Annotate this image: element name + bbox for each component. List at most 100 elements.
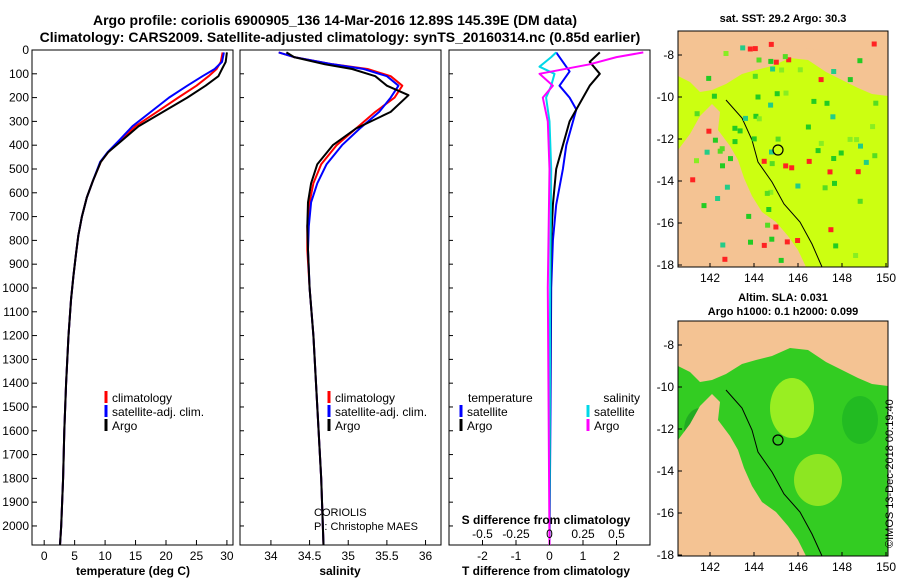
series-line-satellite-adj-clim- — [278, 51, 400, 545]
x-tick-label: -2 — [477, 549, 488, 563]
sst-pixel — [855, 169, 861, 175]
sst-pixel — [811, 98, 817, 104]
map-x-tick-label: 148 — [832, 560, 852, 574]
sst-pixel — [833, 243, 839, 249]
map-x-tick-label: 146 — [788, 271, 808, 285]
sst-pixel — [831, 69, 837, 74]
difference-legend-temperature: temperature satellite Argo — [459, 391, 533, 433]
depth-tick-label: 2000 — [2, 519, 29, 533]
sst-pixel — [832, 180, 837, 186]
series-line-argo — [59, 52, 228, 545]
sst-pixel — [828, 227, 834, 233]
sst-pixel — [805, 124, 811, 130]
salinity-axis-label: salinity — [319, 564, 361, 578]
sla-high-2 — [794, 454, 842, 506]
sst-pixel — [854, 137, 860, 143]
legend-label-sal-satellite: satellite — [594, 405, 635, 419]
series-line-climatology — [278, 51, 404, 545]
credit-label: ©IMOS 13-Dec-2018 00:19:40 — [884, 399, 896, 548]
sst-pixel — [773, 224, 779, 230]
sst-pixel — [797, 67, 803, 73]
sst-pixel — [722, 256, 728, 262]
sst-pixel — [723, 51, 729, 56]
x-tick-label: 34.5 — [298, 549, 322, 563]
depth-tick-label: 1300 — [2, 352, 29, 366]
x-tick-label: 30 — [220, 549, 234, 563]
depth-tick-label: 700 — [9, 210, 29, 224]
sst-pixel — [720, 242, 726, 248]
x-tick-label: 25 — [190, 549, 204, 563]
sst-pixel — [786, 57, 792, 63]
depth-tick-label: 1900 — [2, 495, 29, 509]
sst-pixel — [756, 57, 762, 63]
legend-label-satellite: satellite-adj. clim. — [112, 405, 204, 419]
salinity-difference-label: S difference from climatology — [462, 513, 631, 527]
depth-tick-label: 1200 — [2, 329, 29, 343]
salinity-diff-tick-label: 0.5 — [608, 527, 625, 541]
map-y-tick-label: -14 — [657, 464, 675, 478]
depth-tick-label: 800 — [9, 233, 29, 247]
sst-pixel — [732, 139, 738, 145]
sst-map — [678, 31, 888, 267]
x-tick-label: 10 — [98, 549, 112, 563]
sst-map-axes: 142 144 146 148 150 -8 -10 -12 -14 -16 -18 — [657, 48, 897, 285]
map-y-tick-label: -12 — [657, 422, 675, 436]
depth-tick-label: 1500 — [2, 400, 29, 414]
temperature-legend: climatology satellite-adj. clim. Argo — [104, 391, 204, 433]
sst-pixel — [720, 163, 725, 169]
legend-heading-temperature: temperature — [468, 391, 533, 405]
argo-position-marker — [772, 144, 784, 156]
sst-pixel — [748, 239, 753, 245]
sst-pixel — [857, 198, 863, 204]
isobath — [725, 389, 823, 556]
sst-pixel — [740, 45, 746, 51]
sst-pixel — [765, 222, 771, 228]
sst-pixel — [743, 115, 748, 121]
salinity-panel-frame — [239, 49, 442, 546]
sst-pixel — [766, 207, 772, 212]
sla-map-axes: 142 144 146 148 150 -8 -10 -12 -14 -16 -18 — [657, 338, 897, 574]
sst-pixel — [768, 41, 774, 47]
land-new-guinea — [678, 31, 888, 96]
sst-pixel — [822, 185, 828, 191]
x-tick-label: 2 — [613, 549, 620, 563]
sla-map-title-2: Argo h1000: 0.1 h2000: 0.099 — [708, 306, 858, 318]
legend-label-climatology: climatology — [112, 391, 172, 405]
land-islands — [800, 36, 868, 52]
series-line-climatology — [59, 52, 224, 545]
depth-tick-label: 1700 — [2, 448, 29, 462]
map-y-tick-label: -10 — [657, 90, 675, 104]
map-y-tick-label: -16 — [657, 216, 675, 230]
sst-pixel — [779, 67, 785, 73]
sst-pixel — [858, 143, 863, 149]
sst-pixel — [838, 150, 844, 156]
sst-pixel — [873, 100, 879, 106]
sla-map-title-1: Altim. SLA: 0.031 — [738, 292, 828, 304]
depth-tick-label: 300 — [9, 114, 29, 128]
legend-label-satellite: satellite-adj. clim. — [335, 405, 427, 419]
temperature-axis-label: temperature (deg C) — [76, 564, 190, 578]
pi-label: PI: Christophe MAES — [314, 521, 418, 533]
data-centre-label: CORIOLIS — [314, 507, 367, 519]
sst-pixel — [827, 169, 833, 175]
sst-pixel — [724, 184, 730, 190]
map-x-tick-label: 150 — [876, 271, 896, 285]
sst-pixel — [712, 137, 718, 143]
sst-pixel — [694, 158, 699, 164]
x-tick-label: 20 — [159, 549, 173, 563]
sst-pixel — [782, 54, 788, 60]
depth-tick-label: 1100 — [3, 305, 29, 319]
map-y-tick-label: -14 — [657, 174, 675, 188]
legend-label-temp-satellite: satellite — [467, 405, 508, 419]
sst-pixel — [752, 73, 758, 79]
sst-pixel — [795, 238, 801, 243]
sst-pixel — [770, 66, 776, 72]
sst-pixel — [769, 236, 775, 242]
sst-pixel — [853, 253, 859, 258]
sst-pixel — [768, 189, 774, 195]
map-y-tick-label: -8 — [663, 48, 674, 62]
sst-pixel — [857, 58, 863, 64]
salinity-x-axis: 34 34.5 35 35.5 36 — [264, 540, 433, 563]
legend-heading-salinity: salinity — [603, 391, 640, 405]
